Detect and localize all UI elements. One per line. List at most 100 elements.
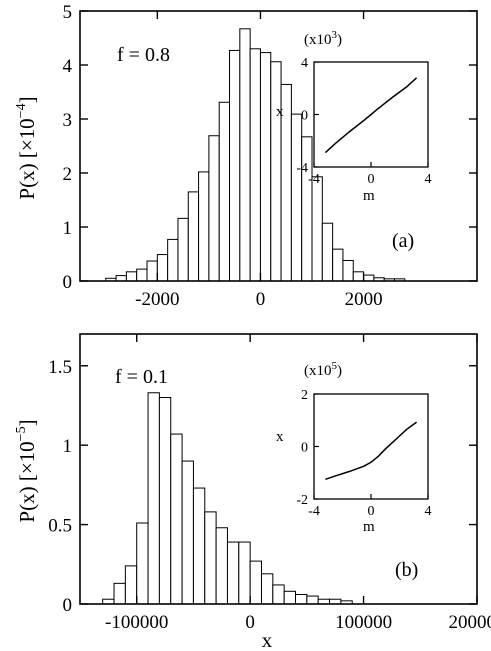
x-tick-label: 2000: [345, 289, 383, 310]
histogram-bar: [311, 176, 323, 282]
y-tick-label: 1.5: [48, 357, 72, 378]
histogram-bar: [146, 260, 158, 282]
panel-a-histogram: [105, 28, 406, 282]
histogram-bar: [301, 136, 313, 282]
histogram-bar: [192, 487, 206, 605]
y-tick-label: 4: [63, 56, 73, 77]
inset-x-tick-label: -4: [308, 504, 320, 519]
histogram-bar: [198, 171, 210, 282]
histogram-bar: [125, 271, 138, 282]
histogram-bar: [363, 274, 375, 282]
panel-a-panel-label: (a): [392, 230, 414, 252]
histogram-bar: [215, 527, 228, 605]
y-tick-label: 1: [63, 436, 73, 457]
histogram-bar: [187, 191, 200, 282]
histogram-bar: [229, 49, 241, 282]
histogram-bar: [259, 52, 272, 282]
panel-b-inset-y-label: x: [276, 429, 284, 445]
histogram-bar: [113, 582, 126, 605]
histogram-bar: [260, 573, 274, 605]
histogram-bar: [332, 248, 344, 282]
panel-b-panel-label: (b): [395, 559, 418, 581]
histogram-bar: [158, 397, 172, 605]
panel-a-ticks: -2000 0 2000 0 1 2 3 4 5: [63, 2, 477, 310]
panel-a-annotation: f = 0.8: [117, 44, 170, 66]
x-tick-label: 0: [245, 612, 255, 633]
panel-a-inset-x-label: m: [363, 188, 375, 204]
histogram-bar: [177, 217, 189, 282]
panel-b-y-axis-label: P(x) [×10−5]: [14, 419, 39, 522]
histogram-bar: [238, 541, 251, 605]
panel-b-inset-x-label: m: [363, 519, 375, 535]
panel-a-inset-y-label: x: [276, 104, 284, 120]
histogram-bar: [249, 48, 261, 282]
inset-x-tick-label: 4: [425, 504, 432, 519]
x-tick-label: -100000: [105, 612, 168, 633]
inset-x-tick-label: -4: [308, 172, 320, 187]
histogram-bar: [295, 593, 308, 605]
histogram-bar: [136, 268, 148, 282]
panel-b-inset: -4 0 4 -2 0 2 (x105) x m: [276, 360, 432, 535]
panel-b-inset-frame: [313, 393, 429, 500]
histogram-bar: [249, 560, 262, 605]
panel-a-frame: [79, 10, 478, 282]
panel-b-inset-curve: [325, 421, 418, 481]
inset-y-tick-label: 2: [301, 388, 308, 403]
histogram-bar: [290, 113, 303, 282]
panel-b-inset-scale: (x105): [304, 360, 342, 379]
y-tick-label: 0: [63, 272, 73, 293]
histogram-bar: [204, 511, 217, 605]
y-tick-label: 1: [63, 218, 73, 239]
inset-x-tick-label: 0: [368, 172, 375, 187]
histogram-bar: [170, 433, 183, 605]
histogram-bar: [124, 565, 138, 605]
x-tick-label: 100000: [335, 612, 392, 633]
histogram-bar: [167, 238, 179, 282]
histogram-bar: [147, 392, 160, 605]
histogram-bar: [272, 584, 285, 605]
histogram-bar: [270, 61, 282, 282]
inset-y-tick-label: 0: [301, 441, 308, 456]
panel-a: -2000 0 2000 0 1 2 3 4 5 P(x) [×10−4] f = 0.8 (a…: [14, 2, 478, 310]
panel-b-inset-ticks: -4 0 4 -2 0 2: [296, 388, 431, 519]
histogram-bar: [208, 135, 220, 282]
y-tick-label: 3: [63, 110, 73, 131]
panel-a-inset-scale: (x103): [304, 29, 342, 48]
histogram-bar: [115, 275, 127, 282]
histogram-bar: [226, 541, 240, 605]
histogram-bar: [239, 28, 251, 282]
histogram-bar: [283, 590, 297, 605]
panel-b-x-axis-label: x: [262, 628, 273, 651]
inset-x-tick-label: 4: [425, 172, 432, 187]
histogram-bar: [321, 222, 334, 282]
inset-y-tick-label: -2: [296, 493, 308, 508]
y-tick-label: 5: [63, 2, 73, 23]
y-tick-label: 2: [63, 164, 73, 185]
inset-y-tick-label: 0: [301, 109, 308, 124]
y-tick-label: 0: [63, 595, 73, 616]
panel-b-frame: [79, 333, 478, 605]
panel-a-y-axis-label: P(x) [×10−4]: [14, 96, 39, 199]
y-tick-label: 0.5: [48, 516, 72, 537]
histogram-bar: [306, 595, 319, 605]
inset-y-tick-label: 4: [301, 56, 308, 71]
panel-a-inset-curve: [324, 77, 418, 154]
panel-a-inset-ticks: -4 0 4 -4 0 4: [296, 56, 431, 187]
histogram-bar: [181, 460, 194, 605]
panel-b-histogram: [102, 392, 353, 605]
histogram-bar: [352, 271, 365, 282]
histogram-bar: [218, 101, 231, 282]
histogram-bar: [136, 522, 149, 605]
inset-y-tick-label: -4: [296, 161, 308, 176]
panel-a-inset: -4 0 4 -4 0 4 (x103) x m: [276, 29, 432, 204]
inset-x-tick-label: 0: [368, 504, 375, 519]
x-tick-label: 0: [256, 289, 266, 310]
panel-b-annotation: f = 0.1: [115, 366, 168, 388]
histogram-bar: [156, 254, 169, 282]
x-tick-label: -2000: [135, 289, 179, 310]
histogram-bar: [342, 259, 354, 282]
